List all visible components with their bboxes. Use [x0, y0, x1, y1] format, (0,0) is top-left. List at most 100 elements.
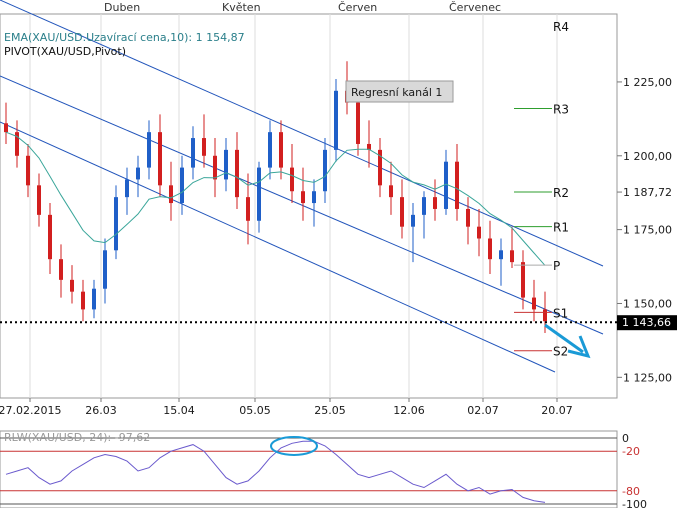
- pivot-label: R3: [553, 103, 569, 117]
- x-tick-label: 27.02.2015: [0, 404, 61, 417]
- y-axis: 1 125,00 1 150,00 1 175,00 1 187,72 1 200,00…: [617, 76, 672, 384]
- channel-line: [0, 121, 556, 373]
- candle-body: [466, 208, 470, 227]
- last-price-label: 1 143,66: [622, 316, 671, 329]
- candle-body: [422, 197, 426, 215]
- candle-body: [37, 185, 41, 215]
- x-grid: [29, 14, 558, 398]
- last-price-box: [617, 315, 677, 331]
- osc-tick-label: -80: [622, 485, 640, 498]
- candle-body: [455, 161, 459, 209]
- candle-body: [312, 191, 316, 204]
- pivot-label: P: [553, 259, 560, 273]
- candle-body: [147, 132, 151, 168]
- candle-body: [411, 214, 415, 227]
- candle-body: [4, 123, 8, 133]
- ema-line: [5, 131, 546, 266]
- month-label: Červen: [338, 1, 377, 14]
- candle-body: [114, 197, 118, 251]
- pivot-label: R1: [553, 221, 569, 235]
- x-axis: 27.02.2015 26.03 15.04 05.05 25.05 12.06 02.07…: [0, 398, 573, 417]
- candle-body: [543, 309, 547, 322]
- month-label: Duben: [104, 1, 140, 14]
- candle-body: [81, 291, 85, 310]
- y-tick-label: 1 225,00: [623, 76, 672, 89]
- x-tick-label: 20.07: [541, 404, 573, 417]
- oscillator-axis: 0-20 -80-100: [622, 432, 647, 508]
- y-tick-label: 1 175,00: [623, 224, 672, 237]
- osc-tick-label: -100: [622, 498, 647, 508]
- channel-label: Regresní kanál 1: [351, 86, 442, 99]
- x-tick-label: 02.07: [467, 404, 499, 417]
- rlw-line: [5, 440, 546, 503]
- month-labels: Duben Květen Červen Červenec: [104, 1, 501, 14]
- candle-body: [191, 138, 195, 168]
- candle-body: [389, 185, 393, 198]
- candle-body: [323, 149, 327, 192]
- candle-body: [510, 250, 514, 263]
- candle-body: [125, 179, 129, 198]
- candle-body: [400, 197, 404, 227]
- highlight-ellipse: [270, 436, 318, 456]
- x-tick-label: 05.05: [239, 404, 271, 417]
- month-label: Květen: [222, 1, 261, 14]
- candle-body: [521, 262, 525, 298]
- candle-body: [378, 149, 382, 186]
- candle-body: [26, 155, 30, 186]
- candle-body: [477, 226, 481, 239]
- candle-body: [213, 155, 217, 180]
- candle-body: [169, 185, 173, 204]
- candles: [4, 61, 547, 334]
- x-tick-label: 15.04: [163, 404, 195, 417]
- candle-body: [224, 149, 228, 180]
- osc-tick-label: -20: [622, 445, 640, 458]
- pivot-levels: R4 R3 R2 R1 P S1 S2: [514, 20, 569, 359]
- candle-body: [268, 132, 272, 168]
- candle-body: [202, 138, 206, 156]
- pivot-label: R4: [553, 20, 569, 34]
- channel-line: [0, 75, 604, 335]
- y-tick-label: 1 125,00: [623, 371, 672, 384]
- candle-body: [59, 259, 63, 280]
- candle-body: [70, 279, 74, 292]
- pivot-label: S1: [553, 306, 568, 320]
- y-tick-label: 1 187,72: [623, 186, 672, 199]
- osc-tick-label: 0: [622, 432, 629, 445]
- pivot-label: R2: [553, 186, 569, 200]
- channel-label-box: [345, 80, 454, 103]
- candle-body: [158, 132, 162, 186]
- pivot-legend: PIVOT(XAU/USD,Pivot): [4, 45, 126, 58]
- candle-body: [257, 167, 261, 221]
- candle-body: [499, 250, 503, 260]
- ema-legend: EMA(XAU/USD.Uzavírací cena,10): 1 154,87: [4, 31, 245, 44]
- candle-body: [301, 191, 305, 204]
- candle-body: [246, 197, 250, 221]
- y-tick-label: 1 200,00: [623, 150, 672, 163]
- main-plot-area: [0, 13, 618, 399]
- candle-body: [48, 214, 52, 260]
- candle-body: [180, 167, 184, 204]
- x-tick-label: 12.06: [393, 404, 425, 417]
- candle-body: [136, 167, 140, 180]
- candle-body: [444, 161, 448, 209]
- x-tick-label: 26.03: [85, 404, 117, 417]
- projection-arrow: [544, 323, 591, 359]
- candle-body: [15, 132, 19, 156]
- candle-body: [290, 167, 294, 192]
- candle-body: [279, 132, 283, 168]
- x-tick-label: 25.05: [314, 404, 346, 417]
- month-label: Červenec: [449, 1, 501, 14]
- candle-body: [235, 149, 239, 198]
- pivot-label: S2: [553, 345, 568, 359]
- rlw-legend: RLW(XAU/USD, 24): -97,62: [4, 431, 150, 444]
- candle-body: [433, 197, 437, 209]
- candle-body: [92, 288, 96, 310]
- candle-body: [356, 102, 360, 144]
- candle-body: [488, 238, 492, 260]
- candle-body: [532, 297, 536, 310]
- y-tick-label: 1 150,00: [623, 297, 672, 310]
- oscillator-panel: [0, 430, 618, 508]
- candle-body: [103, 250, 107, 289]
- candle-body: [367, 143, 371, 150]
